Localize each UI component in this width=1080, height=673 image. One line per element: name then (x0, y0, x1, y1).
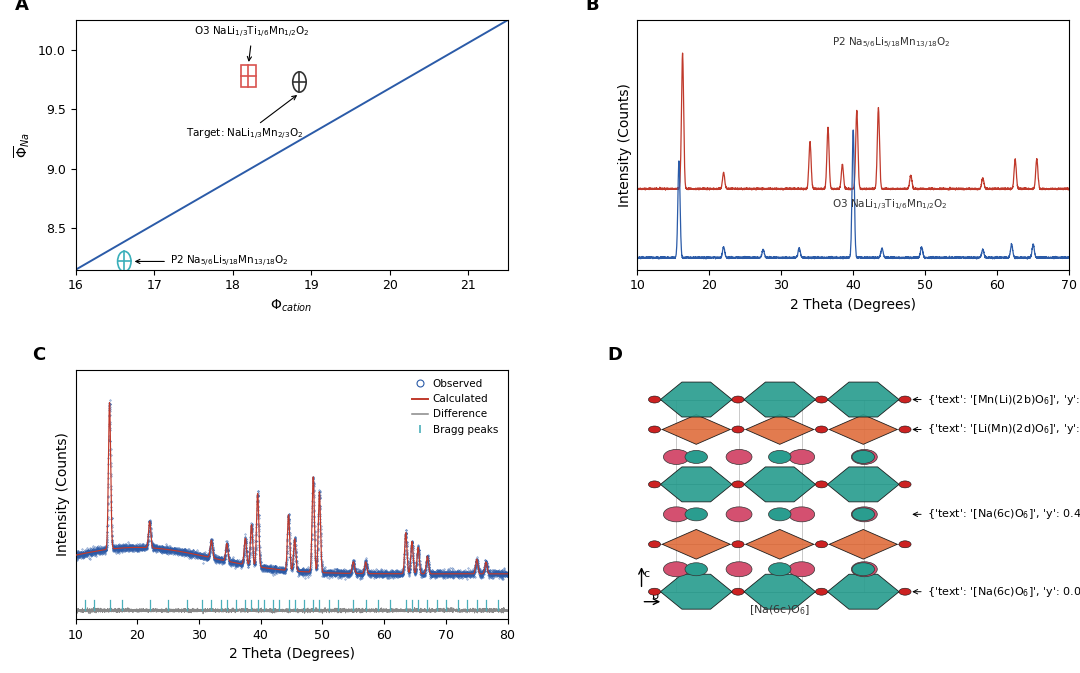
Polygon shape (829, 530, 897, 559)
Legend: Observed, Calculated, Difference, Bragg peaks: Observed, Calculated, Difference, Bragg … (408, 375, 502, 439)
Text: {'text': '[Na(6c)O$_6$]', 'y': 0.08}: {'text': '[Na(6c)O$_6$]', 'y': 0.08} (914, 585, 1080, 599)
Circle shape (648, 426, 661, 433)
Polygon shape (661, 467, 732, 502)
Circle shape (899, 541, 912, 548)
Polygon shape (661, 574, 732, 609)
Circle shape (851, 450, 877, 464)
X-axis label: $\Phi_{cation}$: $\Phi_{cation}$ (270, 298, 313, 314)
Polygon shape (662, 415, 730, 444)
Circle shape (788, 507, 814, 522)
Circle shape (732, 396, 744, 403)
Circle shape (648, 396, 661, 403)
Circle shape (899, 588, 912, 595)
Polygon shape (829, 415, 897, 444)
Circle shape (899, 426, 912, 433)
Circle shape (685, 450, 707, 464)
Polygon shape (661, 382, 732, 417)
Polygon shape (827, 574, 899, 609)
Circle shape (663, 562, 689, 577)
Circle shape (899, 481, 912, 488)
Circle shape (815, 426, 827, 433)
Text: [Na(6c)O$_6$]: [Na(6c)O$_6$] (750, 603, 810, 616)
Text: b: b (652, 591, 659, 601)
Circle shape (788, 562, 814, 577)
Circle shape (851, 507, 877, 522)
Polygon shape (827, 382, 899, 417)
Text: D: D (607, 346, 622, 363)
Circle shape (732, 426, 744, 433)
Circle shape (732, 541, 744, 548)
Circle shape (852, 563, 875, 575)
Text: {'text': '[Mn(Li)(2b)O$_6$]', 'y': 0.88}: {'text': '[Mn(Li)(2b)O$_6$]', 'y': 0.88} (914, 392, 1080, 406)
Polygon shape (827, 467, 899, 502)
Circle shape (726, 562, 752, 577)
Circle shape (815, 588, 827, 595)
Polygon shape (746, 415, 813, 444)
X-axis label: 2 Theta (Degrees): 2 Theta (Degrees) (229, 647, 354, 662)
Polygon shape (746, 530, 813, 559)
Y-axis label: Intensity (Counts): Intensity (Counts) (618, 83, 632, 207)
Circle shape (852, 450, 875, 464)
Circle shape (732, 481, 744, 488)
Circle shape (851, 562, 877, 577)
Circle shape (815, 396, 827, 403)
Circle shape (648, 588, 661, 595)
Text: O3 NaLi$_{1/3}$Ti$_{1/6}$Mn$_{1/2}$O$_2$: O3 NaLi$_{1/3}$Ti$_{1/6}$Mn$_{1/2}$O$_2$ (194, 26, 310, 61)
Text: C: C (32, 346, 45, 363)
Text: Target: NaLi$_{1/3}$Mn$_{2/3}$O$_2$: Target: NaLi$_{1/3}$Mn$_{2/3}$O$_2$ (186, 96, 303, 142)
Y-axis label: $\overline{\Phi}_{Na}$: $\overline{\Phi}_{Na}$ (13, 132, 32, 157)
Circle shape (663, 507, 689, 522)
Circle shape (788, 450, 814, 464)
Circle shape (663, 450, 689, 464)
Text: {'text': '[Na(6c)O$_6$]', 'y': 0.43}: {'text': '[Na(6c)O$_6$]', 'y': 0.43} (914, 507, 1080, 522)
X-axis label: 2 Theta (Degrees): 2 Theta (Degrees) (791, 298, 916, 312)
Text: c: c (644, 569, 650, 579)
Circle shape (852, 508, 875, 521)
Text: {'text': '[Li(Mn)(2d)O$_6$]', 'y': 0.62}: {'text': '[Li(Mn)(2d)O$_6$]', 'y': 0.62} (914, 423, 1080, 437)
Text: O3 NaLi$_{1/3}$Ti$_{1/6}$Mn$_{1/2}$O$_2$: O3 NaLi$_{1/3}$Ti$_{1/6}$Mn$_{1/2}$O$_2$ (832, 199, 947, 213)
Polygon shape (744, 467, 815, 502)
Circle shape (815, 541, 827, 548)
Circle shape (769, 450, 791, 464)
Circle shape (685, 563, 707, 575)
Circle shape (815, 481, 827, 488)
Circle shape (648, 541, 661, 548)
Bar (241, 65, 256, 87)
Circle shape (685, 508, 707, 521)
Polygon shape (744, 382, 815, 417)
Circle shape (899, 396, 912, 403)
Polygon shape (744, 574, 815, 609)
Circle shape (648, 481, 661, 488)
Circle shape (726, 507, 752, 522)
Circle shape (726, 450, 752, 464)
Text: A: A (15, 0, 29, 14)
Polygon shape (662, 530, 730, 559)
Circle shape (732, 588, 744, 595)
Circle shape (769, 508, 791, 521)
Text: P2 Na$_{5/6}$Li$_{5/18}$Mn$_{13/18}$O$_2$: P2 Na$_{5/6}$Li$_{5/18}$Mn$_{13/18}$O$_2… (136, 254, 288, 269)
Circle shape (769, 563, 791, 575)
Text: B: B (585, 0, 599, 14)
Y-axis label: Intensity (Counts): Intensity (Counts) (56, 433, 70, 557)
Text: P2 Na$_{5/6}$Li$_{5/18}$Mn$_{13/18}$O$_2$: P2 Na$_{5/6}$Li$_{5/18}$Mn$_{13/18}$O$_2… (832, 36, 950, 51)
